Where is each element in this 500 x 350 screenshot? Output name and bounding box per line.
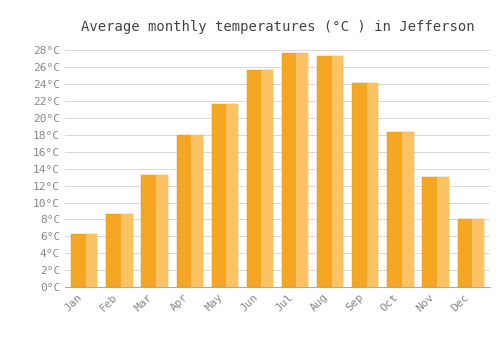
Bar [176,135,203,287]
Title: Average monthly temperatures (°C ) in Jefferson: Average monthly temperatures (°C ) in Je… [80,20,474,34]
Bar [282,53,308,287]
Bar [437,177,448,287]
Bar [71,234,98,287]
Bar [191,135,203,287]
Bar [317,56,344,287]
Bar [458,219,484,287]
Bar [121,214,132,287]
Bar [86,234,98,287]
Bar [422,177,448,287]
Bar [472,219,484,287]
Bar [106,214,132,287]
Bar [212,104,238,287]
Bar [142,175,168,287]
Bar [296,53,308,287]
Bar [388,132,413,287]
Bar [366,83,378,287]
Bar [156,175,168,287]
Bar [332,56,344,287]
Bar [226,104,238,287]
Bar [402,132,413,287]
Bar [247,70,273,287]
Bar [262,70,273,287]
Bar [352,83,378,287]
